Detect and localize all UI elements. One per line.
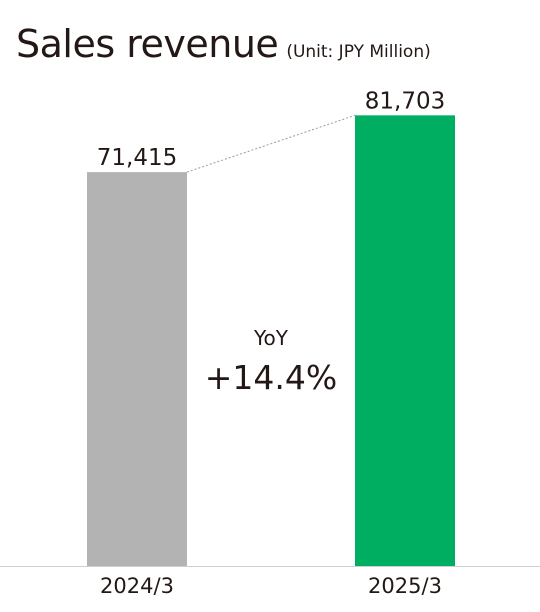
- bar-2025-3: [355, 115, 455, 567]
- unit-label: (Unit: JPY Million): [286, 42, 431, 62]
- growth-connector-line: [186, 114, 356, 173]
- data-label: 71,415: [97, 145, 177, 171]
- yoy-label: YoY: [253, 326, 289, 350]
- chart-title: Sales revenue: [16, 22, 279, 66]
- category-label: 2025/3: [368, 574, 442, 598]
- yoy-value: +14.4%: [205, 358, 337, 397]
- chart-header: Sales revenue (Unit: JPY Million): [16, 22, 431, 66]
- data-label: 81,703: [365, 88, 445, 114]
- bar-2024-3: [87, 172, 187, 566]
- category-label: 2024/3: [100, 574, 174, 598]
